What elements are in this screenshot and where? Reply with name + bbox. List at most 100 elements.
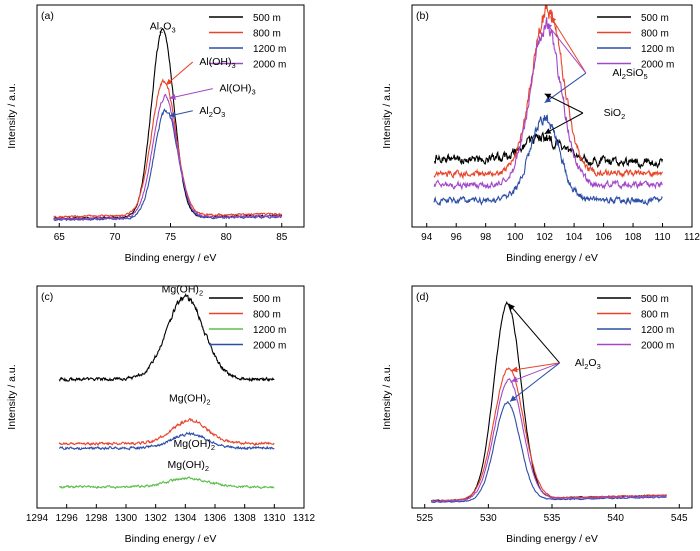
series-line-800-m <box>431 367 667 502</box>
annotation-arrow <box>511 362 560 371</box>
annotation-text: Al <box>150 20 159 32</box>
annotation-label: Mg(OH)2 <box>168 459 210 473</box>
annotation-arrowhead <box>511 366 518 373</box>
x-axis-label: Binding energy / eV <box>125 252 217 264</box>
x-tick-label: 80 <box>221 232 233 243</box>
chart-panel-4: 525 530 535 540 545 Binding energy / eV Intens… <box>381 285 693 545</box>
legend-label: 500 m <box>253 294 281 305</box>
annotation-label: Al2O3 <box>575 357 601 371</box>
plot-area <box>433 5 664 207</box>
x-tick-label: 98 <box>480 232 492 243</box>
series-line-500-m <box>53 28 283 220</box>
x-tick-label: 525 <box>416 513 433 524</box>
y-axis-label: Intensity / a.u. <box>6 364 18 429</box>
series-line-2000-m <box>59 431 275 451</box>
annotation-subscript: 2 <box>584 362 588 371</box>
annotation-label: Mg(OH)2 <box>173 438 215 452</box>
x-tick-label: 75 <box>165 232 177 243</box>
series-line-2000-m <box>430 378 667 503</box>
x-tick-label: 1310 <box>263 513 286 524</box>
x-axis-label: Binding energy / eV <box>125 533 217 545</box>
legend-label: 500 m <box>641 13 669 24</box>
x-tick-label: 1304 <box>174 513 197 524</box>
y-axis-label: Intensity / a.u. <box>381 364 393 429</box>
annotation-subscript: 2 <box>209 110 213 119</box>
annotation-label: Al2O3 <box>199 105 225 119</box>
x-tick-label: 85 <box>276 232 288 243</box>
annotation-arrow <box>544 112 584 135</box>
annotation-label: Al2SiO5 <box>612 67 647 81</box>
panel-label: (d) <box>416 291 429 303</box>
annotation-text: Mg(OH) <box>173 438 210 450</box>
annotation-arrowhead <box>544 96 552 103</box>
annotation-arrow <box>550 15 587 74</box>
x-tick-label: 94 <box>421 232 433 243</box>
x-tick-label: 110 <box>655 232 671 243</box>
x-axis-label: Binding energy / eV <box>506 533 598 545</box>
axes-frame <box>36 285 305 509</box>
plot-area <box>58 292 275 490</box>
x-tick-label: 1302 <box>145 513 168 524</box>
series-line-2000-m <box>433 17 663 191</box>
series-line-1200-m <box>59 476 275 490</box>
annotation-subscript: 2 <box>622 72 626 81</box>
annotation-subscript: 2 <box>621 112 625 121</box>
annotation-subscript: 2 <box>159 25 163 34</box>
x-tick-label: 1308 <box>234 513 257 524</box>
x-tick-label: 102 <box>536 232 553 243</box>
annotation-text: O <box>588 357 596 369</box>
x-tick-label: 530 <box>480 513 497 524</box>
annotation-arrow <box>544 72 587 104</box>
annotation-subscript: 2 <box>206 397 210 406</box>
annotation-subscript: 2 <box>199 289 203 298</box>
annotation-arrowhead <box>508 303 515 311</box>
panel-label: (b) <box>416 10 429 22</box>
annotation-subscript: 2 <box>205 464 209 473</box>
series-line-1200-m <box>433 114 663 207</box>
annotation-text: Mg(OH) <box>169 392 206 404</box>
x-tick-label: 70 <box>109 232 121 243</box>
annotation-arrowhead <box>510 395 517 402</box>
x-tick-label: 1294 <box>26 513 49 524</box>
series-line-1200-m <box>430 401 667 503</box>
y-axis-label: Intensity / a.u. <box>381 83 393 148</box>
annotation-arrow <box>545 22 587 74</box>
x-axis-label: Binding energy / eV <box>506 252 598 264</box>
x-tick-label: 112 <box>684 232 700 243</box>
annotation-text: Al <box>612 67 621 79</box>
annotation-arrow <box>509 362 560 402</box>
series-line-1200-m <box>53 108 283 222</box>
annotation-text: Mg(OH) <box>168 459 205 471</box>
legend-label: 800 m <box>641 310 669 321</box>
annotation-subscript: 2 <box>211 443 215 452</box>
x-tick-label: 540 <box>607 513 624 524</box>
x-tick-label: 1296 <box>56 513 79 524</box>
annotation-arrow <box>544 93 584 114</box>
axes-frame <box>411 4 693 228</box>
annotation-subscript: 3 <box>221 110 225 119</box>
annotation-text: O <box>163 20 171 32</box>
y-axis-label: Intensity / a.u. <box>6 83 18 148</box>
annotation-text: SiO <box>626 67 644 79</box>
annotation-text: Mg(OH) <box>162 284 199 296</box>
panel-label: (c) <box>41 291 53 303</box>
series-line-800-m <box>433 5 663 180</box>
legend-label: 1200 m <box>641 325 674 336</box>
series-line-2000-m <box>53 93 283 221</box>
annotation-label: Al(OH)3 <box>219 83 255 97</box>
x-tick-label: 104 <box>566 232 583 243</box>
x-tick-label: 96 <box>451 232 463 243</box>
annotation-arrowhead <box>169 111 176 118</box>
plot-area <box>53 28 283 222</box>
series-line-500-m <box>58 292 275 383</box>
legend-label: 1200 m <box>253 44 286 55</box>
annotation-text: Al(OH) <box>219 83 251 95</box>
legend-label: 800 m <box>641 29 669 40</box>
annotation-arrowhead <box>550 16 557 23</box>
x-tick-label: 1298 <box>85 513 108 524</box>
annotation-arrowhead <box>546 22 553 30</box>
x-tick-label: 545 <box>671 513 688 524</box>
chart-panel-3: 1294 1296 1298 1300 1302 1304 1306 1308 1310 1312… <box>6 284 316 545</box>
series-line-800-m <box>53 78 283 219</box>
